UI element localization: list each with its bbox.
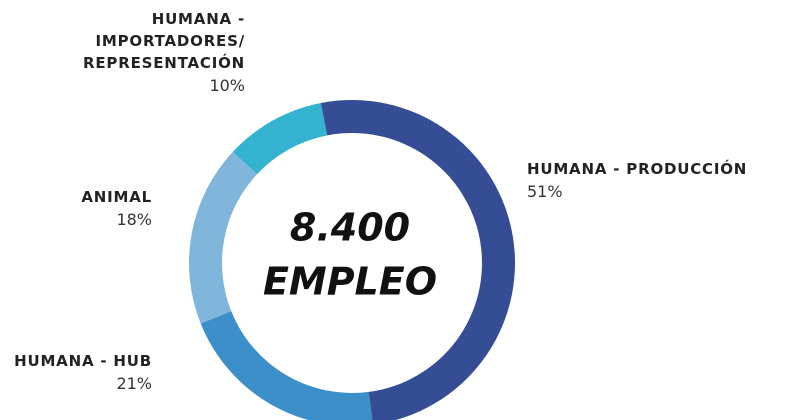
- category-label: HUMANA - IMPORTADORES/ REPRESENTACIÓN: [83, 10, 245, 72]
- value-label: 18%: [116, 210, 152, 229]
- donut-segment: [189, 151, 257, 324]
- segment-label: HUMANA - IMPORTADORES/ REPRESENTACIÓN 10%: [83, 8, 245, 98]
- donut-segment: [320, 99, 515, 420]
- center-label: EMPLEO: [263, 260, 437, 304]
- value-label: 10%: [209, 76, 245, 95]
- segment-label: ANIMAL 18%: [81, 186, 152, 232]
- segment-label: HUMANA - PRODUCCIÓN 51%: [527, 158, 747, 204]
- donut-segment: [200, 311, 373, 420]
- category-label: HUMANA - HUB: [14, 352, 152, 370]
- segment-label: HUMANA - HUB 21%: [14, 350, 152, 396]
- category-label: ANIMAL: [81, 188, 152, 206]
- value-label: 21%: [116, 374, 152, 393]
- center-value: 8.400: [290, 206, 410, 250]
- donut-segment: [232, 102, 328, 175]
- value-label: 51%: [527, 182, 563, 201]
- category-label: HUMANA - PRODUCCIÓN: [527, 160, 748, 178]
